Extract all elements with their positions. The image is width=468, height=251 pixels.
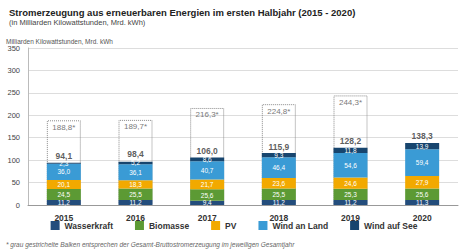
svg-text:Stromerzeugung aus erneuerbare: Stromerzeugung aus erneuerbaren Energien… — [9, 7, 355, 18]
svg-text:200: 200 — [7, 111, 20, 120]
svg-text:11,8: 11,8 — [344, 147, 357, 154]
svg-text:9,3: 9,3 — [274, 152, 283, 159]
svg-text:25,6: 25,6 — [416, 191, 429, 198]
svg-text:350: 350 — [7, 44, 20, 53]
svg-text:46,4: 46,4 — [273, 164, 286, 171]
svg-text:300: 300 — [7, 66, 20, 75]
svg-text:11,2: 11,2 — [129, 199, 142, 206]
svg-text:59,4: 59,4 — [416, 159, 429, 166]
svg-text:36,1: 36,1 — [129, 169, 142, 176]
svg-text:Wasserkraft: Wasserkraft — [65, 221, 114, 231]
svg-text:11,2: 11,2 — [58, 199, 71, 206]
svg-text:98,4: 98,4 — [127, 149, 144, 159]
svg-text:128,2: 128,2 — [340, 136, 362, 146]
svg-text:2015: 2015 — [54, 212, 74, 223]
svg-text:PV: PV — [225, 221, 237, 231]
svg-text:25,5: 25,5 — [129, 191, 142, 198]
svg-text:2017: 2017 — [197, 212, 217, 223]
svg-text:2019: 2019 — [341, 212, 360, 223]
svg-text:5,2: 5,2 — [131, 159, 140, 166]
svg-text:9,4: 9,4 — [203, 199, 212, 206]
svg-text:24,5: 24,5 — [58, 191, 71, 198]
svg-text:(in Milliarden Kilowattstunden: (in Milliarden Kilowattstunden, Mrd. kWh… — [9, 18, 146, 27]
svg-text:Wind auf See: Wind auf See — [364, 221, 418, 231]
svg-text:40,7: 40,7 — [201, 167, 214, 174]
svg-text:250: 250 — [7, 88, 20, 97]
svg-text:13,9: 13,9 — [416, 143, 429, 150]
svg-text:11,2: 11,2 — [344, 199, 357, 206]
svg-text:24,6: 24,6 — [344, 180, 357, 187]
svg-text:50: 50 — [12, 178, 20, 187]
svg-text:150: 150 — [7, 133, 20, 142]
svg-text:0: 0 — [16, 201, 20, 210]
svg-text:Milliarden Kilowattstunden, Mr: Milliarden Kilowattstunden, Mrd. kWh — [6, 38, 113, 45]
svg-text:11,2: 11,2 — [273, 199, 286, 206]
svg-text:244,3*: 244,3* — [339, 98, 362, 107]
svg-text:100: 100 — [7, 156, 20, 165]
svg-text:25,6: 25,6 — [201, 192, 214, 199]
svg-text:20,1: 20,1 — [58, 181, 71, 188]
svg-text:106,0: 106,0 — [197, 146, 219, 156]
svg-text:2016: 2016 — [126, 212, 145, 223]
svg-text:8,6: 8,6 — [203, 156, 212, 163]
svg-text:27,9: 27,9 — [416, 179, 429, 186]
svg-text:2020: 2020 — [412, 212, 432, 223]
svg-text:* grau gestrichelte Balken ent: * grau gestrichelte Balken entsprechen d… — [6, 241, 295, 249]
svg-text:2,3: 2,3 — [59, 159, 69, 167]
svg-text:11,3: 11,3 — [416, 199, 429, 206]
svg-text:36,0: 36,0 — [58, 168, 71, 175]
svg-text:Wind an Land: Wind an Land — [272, 221, 328, 231]
svg-text:Biomasse: Biomasse — [149, 221, 189, 231]
svg-text:54,6: 54,6 — [344, 162, 357, 169]
svg-text:216,3*: 216,3* — [196, 110, 219, 119]
svg-text:224,8*: 224,8* — [267, 107, 290, 116]
svg-text:2018: 2018 — [269, 212, 289, 223]
svg-text:189,7*: 189,7* — [124, 122, 147, 131]
svg-text:115,9: 115,9 — [268, 142, 289, 152]
svg-text:94,1: 94,1 — [56, 151, 73, 161]
svg-text:25,5: 25,5 — [273, 191, 286, 198]
svg-text:188,8*: 188,8* — [52, 123, 75, 132]
svg-text:138,3: 138,3 — [412, 131, 434, 141]
svg-text:25,3: 25,3 — [344, 191, 357, 198]
svg-text:23,6: 23,6 — [273, 180, 286, 187]
svg-text:21,7: 21,7 — [201, 181, 214, 188]
svg-text:18,3: 18,3 — [129, 181, 142, 188]
